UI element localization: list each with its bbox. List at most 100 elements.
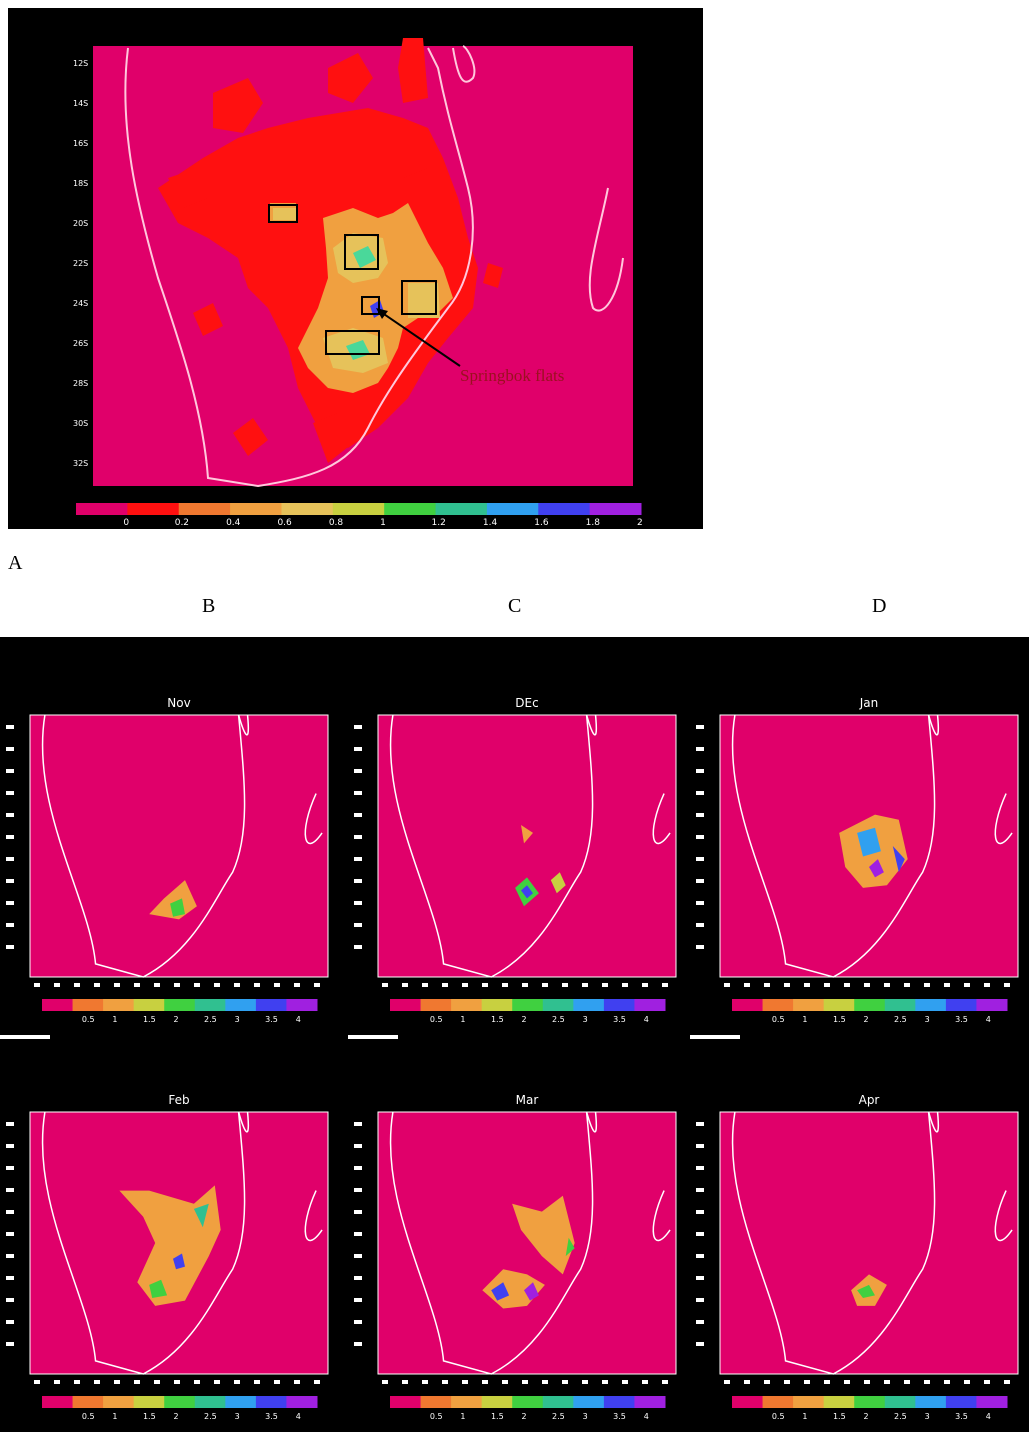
monthly-panel-title: Apr — [859, 1093, 880, 1107]
panel-a-colorbar-swatch — [127, 503, 180, 515]
monthly-panel-5: Apr 0.5 1 1.5 2 2.5 3 3.5 4 — [690, 1093, 1019, 1436]
monthly-panel-title: DEc — [515, 696, 538, 710]
panel-a-colorbar-label: 0.4 — [226, 518, 241, 528]
monthly-panel-y-tick — [696, 1166, 704, 1170]
monthly-panel-y-tick — [6, 1232, 14, 1236]
panel-a-coastline-north — [452, 45, 476, 83]
monthly-panel-y-tick — [696, 1232, 704, 1236]
figure-label-d: D — [872, 595, 887, 617]
monthly-panel-x-tick — [744, 1380, 750, 1384]
monthly-panel-coastline — [731, 1111, 936, 1375]
monthly-panel-x-tick — [274, 1380, 280, 1384]
panel-a-y-ticks: 12S 14S 16S 18S 20S 22S 24S 26S 28S 30S 32S — [73, 59, 88, 468]
monthly-panel-y-tick — [354, 1320, 362, 1324]
monthly-panel-y-tick — [6, 791, 14, 795]
monthly-colorbar-label: 0.5 — [772, 1412, 785, 1421]
monthly-panel-2: Jan 0.5 1 1.5 2 2.5 3 3.5 4 — [690, 696, 1019, 1039]
monthly-panel-x-tick — [402, 1380, 408, 1384]
monthly-panel-coastline-east — [994, 1190, 1013, 1242]
monthly-colorbar-swatch — [255, 999, 287, 1011]
monthly-panel-x-tick — [944, 983, 950, 987]
monthly-panel-x-tick — [94, 1380, 100, 1384]
monthly-panel-x-tick — [964, 983, 970, 987]
monthly-colorbar-swatch — [762, 1396, 794, 1408]
panel-a-colorbar-label: 1 — [380, 518, 386, 528]
monthly-panel-x-tick — [502, 1380, 508, 1384]
monthly-panel-contour — [193, 1203, 209, 1228]
monthly-panel-plot-area — [378, 715, 676, 977]
monthly-panel-contour — [521, 825, 533, 844]
panel-a-colorbar-swatch — [332, 503, 385, 515]
monthly-panel-footnote — [690, 1035, 740, 1039]
monthly-panel-y-tick — [696, 835, 704, 839]
monthly-colorbar-label: 3 — [583, 1412, 588, 1421]
monthly-panel-y-tick — [354, 1276, 362, 1280]
panel-a-colorbar-swatch — [384, 503, 437, 515]
monthly-panel-x-tick — [582, 1380, 588, 1384]
monthly-panel-x-tick — [984, 983, 990, 987]
monthly-colorbar-label: 4 — [986, 1015, 991, 1024]
panel-a-colorbar-swatch — [76, 503, 128, 515]
monthly-panel-x-tick — [764, 1380, 770, 1384]
monthly-colorbar-label: 1 — [460, 1412, 465, 1421]
monthly-panel-plot-area — [378, 1112, 676, 1374]
monthly-panel-x-tick — [784, 1380, 790, 1384]
monthly-panel-3: Feb 0.5 1 1.5 2 2.5 3 3.5 4 — [0, 1093, 329, 1436]
monthly-panel-contour — [857, 1284, 875, 1298]
monthly-colorbar-swatch — [542, 999, 574, 1011]
monthly-panel-x-tick — [54, 1380, 60, 1384]
monthly-panel-x-tick — [74, 983, 80, 987]
monthly-colorbar-label: 0.5 — [772, 1015, 785, 1024]
monthly-panel-x-tick — [824, 983, 830, 987]
monthly-panel-x-tick — [214, 983, 220, 987]
monthly-panel-contour — [149, 880, 197, 920]
monthly-panel-frame — [29, 1111, 329, 1375]
monthly-colorbar-swatch — [164, 1396, 196, 1408]
monthly-panel-y-tick — [696, 1254, 704, 1258]
monthly-panel-y-tick — [6, 857, 14, 861]
monthly-panel-x-tick — [54, 983, 60, 987]
panel-a-coastline — [124, 47, 474, 488]
panel-a-colorbar-swatch — [230, 503, 282, 515]
monthly-panel-y-tick — [696, 1188, 704, 1192]
monthly-panel-y-tick — [696, 901, 704, 905]
monthly-panel-footnote — [0, 1035, 50, 1039]
monthly-panel-x-tick — [542, 1380, 548, 1384]
monthly-colorbar-label: 3 — [925, 1412, 930, 1421]
monthly-panel-x-tick — [114, 983, 120, 987]
monthly-panel-x-tick — [622, 983, 628, 987]
monthly-panel-x-tick — [234, 983, 240, 987]
monthly-colorbar-swatch — [72, 1396, 104, 1408]
svg-text:22S: 22S — [73, 259, 88, 268]
monthly-panel-y-tick — [354, 769, 362, 773]
monthly-panel-y-tick — [6, 1122, 14, 1126]
panel-a-colorbar-label: 1.4 — [483, 518, 498, 528]
monthly-panel-x-tick — [662, 1380, 668, 1384]
monthly-colorbar-label: 1.5 — [491, 1015, 504, 1024]
monthly-panel-x-tick — [154, 983, 160, 987]
monthly-panel-x-tick — [482, 983, 488, 987]
monthly-colorbar-label: 1.5 — [143, 1015, 156, 1024]
monthly-panel-x-tick — [314, 1380, 320, 1384]
monthly-panel-coastline-east — [304, 793, 323, 845]
monthly-colorbar-swatch — [133, 999, 165, 1011]
monthly-panel-x-tick — [154, 1380, 160, 1384]
panel-a-level-1-region — [158, 38, 503, 463]
monthly-colorbar-label: 3 — [925, 1015, 930, 1024]
monthly-panel-y-tick — [354, 923, 362, 927]
monthly-panel-x-tick — [194, 1380, 200, 1384]
panel-a-svg: 12S 14S 16S 18S 20S 22S 24S 26S 28S 30S 32S 0 0.… — [73, 38, 643, 528]
monthly-panel-x-tick — [602, 983, 608, 987]
monthly-colorbar-swatch — [793, 1396, 825, 1408]
monthly-panel-x-tick — [804, 1380, 810, 1384]
monthly-colorbar-swatch — [512, 999, 544, 1011]
monthly-colorbar-label: 3.5 — [265, 1412, 278, 1421]
monthly-panel-x-tick — [984, 1380, 990, 1384]
monthly-panel-x-tick — [582, 983, 588, 987]
monthly-panel-y-tick — [696, 747, 704, 751]
monthly-panel-1: DEc 0.5 1 1.5 2 2.5 3 3.5 4 — [348, 696, 677, 1039]
panel-a-box-3 — [401, 280, 437, 315]
monthly-colorbar-label: 2 — [174, 1015, 179, 1024]
monthly-panel-y-tick — [354, 813, 362, 817]
monthly-panel-contour — [550, 872, 566, 894]
